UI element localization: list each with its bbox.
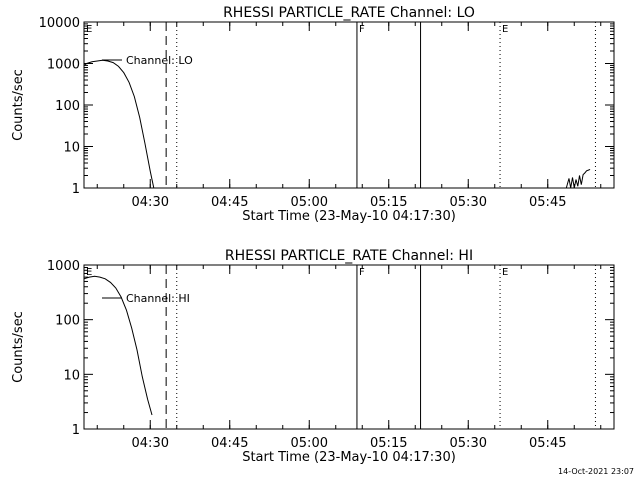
x-tick-label: 05:45 <box>529 436 566 451</box>
series-line <box>83 59 155 189</box>
chart-panel-2: RHESSI PARTICLE_RATE Channel: HI 1 10 100 10… <box>11 248 615 465</box>
y-tick-label: 1000 <box>47 259 80 274</box>
chart-title: RHESSI PARTICLE_RATE Channel: LO <box>223 5 475 21</box>
x-tick-label: 04:30 <box>132 436 169 451</box>
y-tick-label: 100 <box>55 99 80 114</box>
x-tick-label: 05:00 <box>291 195 328 210</box>
plot-frame <box>83 21 615 189</box>
series-line <box>83 275 153 416</box>
x-tick-label: 05:00 <box>291 436 328 451</box>
legend-entry: Channel: LO <box>126 54 193 67</box>
x-tick-label: 04:30 <box>132 195 169 210</box>
y-tick-label: 1000 <box>47 58 80 73</box>
corner-label: E <box>86 24 92 35</box>
x-axis-label: Start Time (23-May-10 04:17:30) <box>242 450 456 465</box>
x-tick-label: 04:45 <box>211 436 248 451</box>
x-tick-label: 04:45 <box>211 195 248 210</box>
y-tick-label: 100 <box>55 314 80 329</box>
legend: Channel: LO <box>102 54 193 67</box>
event-marker-label: F <box>359 267 365 278</box>
corner-label: E <box>86 267 92 278</box>
y-tick-label: 1 <box>72 182 80 197</box>
y-tick-label: 10 <box>63 141 80 156</box>
y-tick-label: 1 <box>72 423 80 438</box>
event-marker-label: E <box>502 24 508 35</box>
x-tick-label: 05:15 <box>370 436 407 451</box>
event-marker-label: F <box>359 24 365 35</box>
x-tick-label: 05:45 <box>529 195 566 210</box>
series-line <box>565 168 591 189</box>
y-axis-label: Counts/sec <box>11 311 26 383</box>
event-marker-label: E <box>502 267 508 278</box>
x-axis-label: Start Time (23-May-10 04:17:30) <box>242 209 456 224</box>
chart-panel-1: RHESSI PARTICLE_RATE Channel: LO 1 10 100 10… <box>11 5 615 224</box>
y-tick-label: 10000 <box>39 16 80 31</box>
legend: Channel: HI <box>102 292 190 305</box>
chart-title: RHESSI PARTICLE_RATE Channel: HI <box>225 248 473 264</box>
x-tick-label: 05:15 <box>370 195 407 210</box>
y-tick-label: 10 <box>63 368 80 383</box>
footer-date-stamp: 14-Oct-2021 23:07 <box>558 467 634 476</box>
y-axis-label: Counts/sec <box>11 69 26 141</box>
plot-frame <box>83 264 615 430</box>
x-tick-label: 05:30 <box>450 436 487 451</box>
legend-entry: Channel: HI <box>126 292 190 305</box>
x-tick-label: 05:30 <box>450 195 487 210</box>
